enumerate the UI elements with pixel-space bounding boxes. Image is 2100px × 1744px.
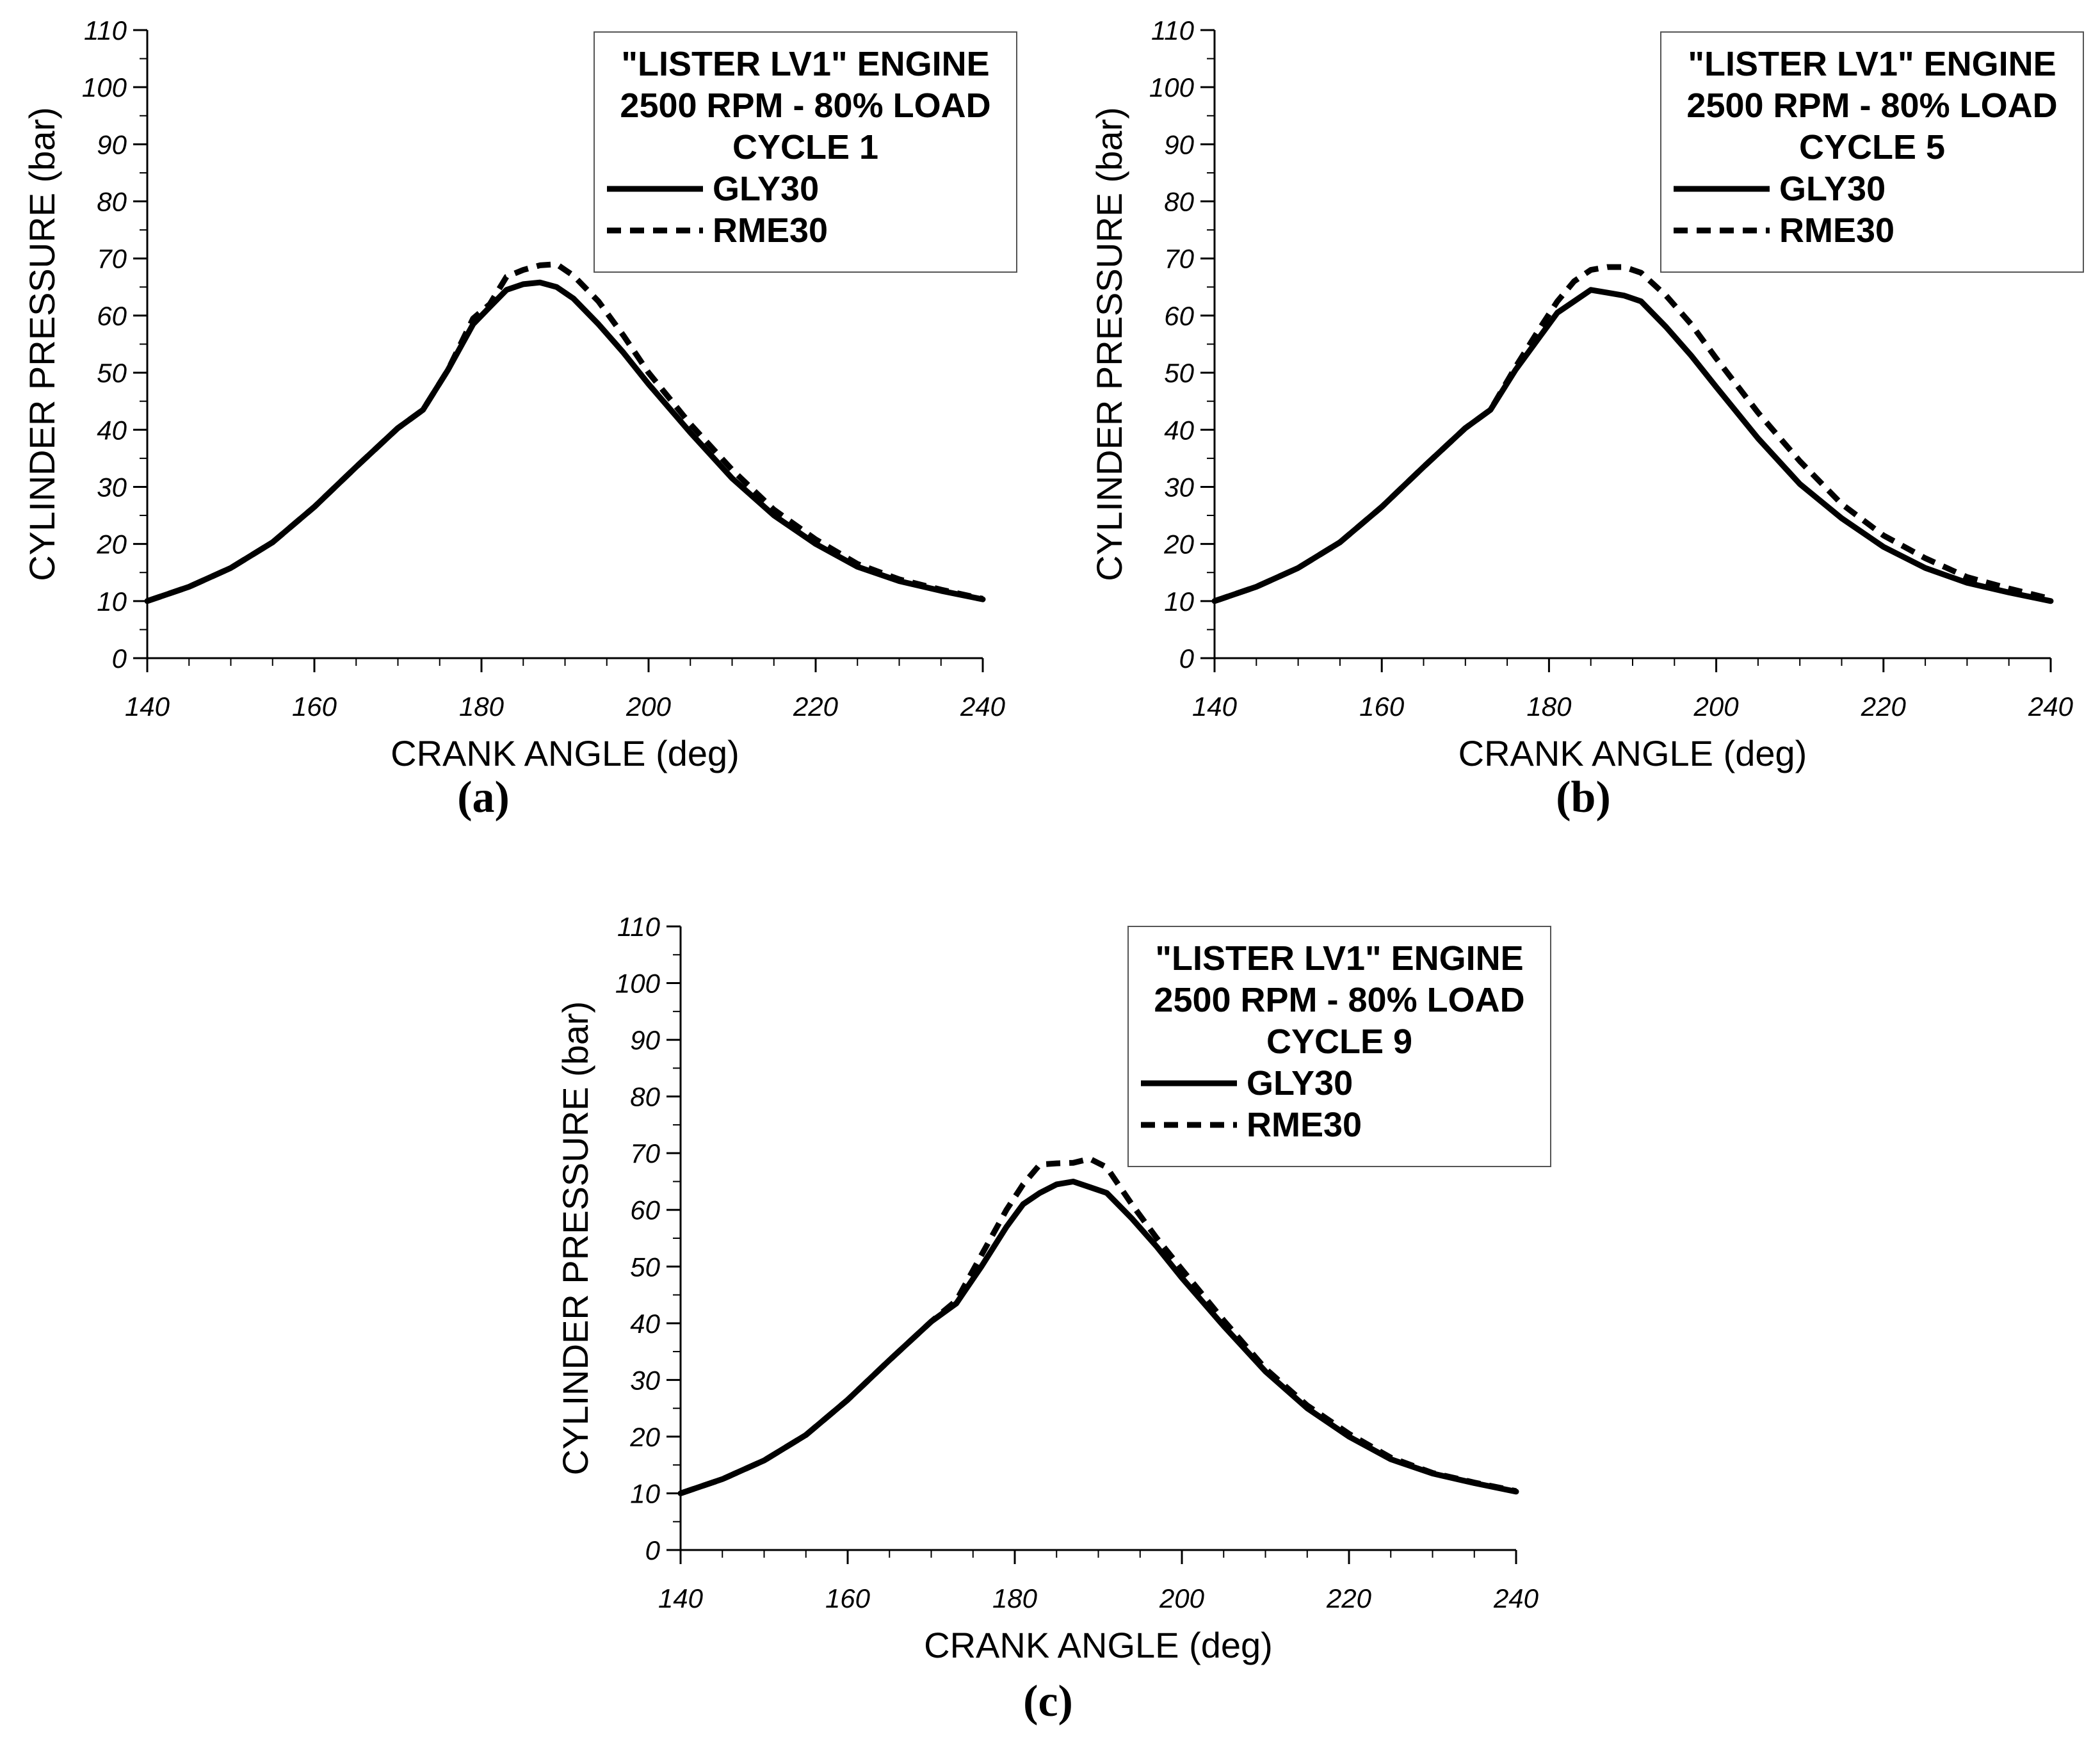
x-axis-title: CRANK ANGLE (deg) bbox=[391, 733, 739, 773]
y-tick-label: 20 bbox=[96, 529, 127, 560]
y-tick-label: 10 bbox=[97, 586, 127, 617]
x-axis-title: CRANK ANGLE (deg) bbox=[924, 1625, 1273, 1665]
legend-label-gly30: GLY30 bbox=[713, 170, 819, 208]
x-axis-title: CRANK ANGLE (deg) bbox=[1458, 733, 1807, 773]
legend-label-gly30: GLY30 bbox=[1247, 1064, 1353, 1102]
y-axis-title: CYLINDER PRESSURE (bar) bbox=[1089, 107, 1129, 581]
y-tick-label: 80 bbox=[1164, 187, 1194, 217]
y-tick-label: 110 bbox=[1151, 15, 1195, 45]
x-tick-label: 240 bbox=[2028, 691, 2074, 722]
y-tick-label: 60 bbox=[630, 1195, 660, 1225]
y-tick-label: 40 bbox=[1164, 415, 1194, 445]
y-tick-label: 0 bbox=[1179, 643, 1195, 674]
legend-title-line: 2500 RPM - 80% LOAD bbox=[620, 86, 990, 125]
x-tick-label: 160 bbox=[292, 691, 337, 722]
panel-label: (c) bbox=[1023, 1677, 1073, 1726]
x-tick-label: 240 bbox=[1493, 1583, 1539, 1613]
x-tick-label: 220 bbox=[1326, 1583, 1372, 1613]
y-tick-label: 30 bbox=[630, 1365, 660, 1395]
chart-panel-2: 0 10 20 30 40 50 60 70 80 90 100 110 140 160 180 200 220… bbox=[1089, 15, 2084, 822]
x-tick-label: 160 bbox=[1359, 691, 1405, 722]
y-tick-label: 0 bbox=[645, 1535, 661, 1565]
x-tick-label: 180 bbox=[459, 691, 505, 722]
chart-panel-1: 0 10 20 30 40 50 60 70 80 90 100 110 140 160 180 200 220… bbox=[22, 15, 1017, 822]
legend-title-line: "LISTER LV1" ENGINE bbox=[1155, 939, 1523, 978]
panel-label: (a) bbox=[457, 773, 510, 822]
x-tick-label: 180 bbox=[992, 1583, 1038, 1613]
y-tick-label: 70 bbox=[97, 244, 127, 274]
x-tick-label: 180 bbox=[1526, 691, 1572, 722]
x-tick-label: 140 bbox=[125, 691, 170, 722]
y-tick-label: 50 bbox=[630, 1252, 660, 1282]
x-tick-label: 140 bbox=[1192, 691, 1238, 722]
legend-label-gly30: GLY30 bbox=[1779, 170, 1886, 208]
x-tick-label: 160 bbox=[825, 1583, 871, 1613]
y-tick-label: 70 bbox=[1164, 244, 1194, 274]
legend-title-line: 2500 RPM - 80% LOAD bbox=[1154, 981, 1524, 1019]
y-tick-label: 110 bbox=[84, 15, 127, 45]
legend-title-line: 2500 RPM - 80% LOAD bbox=[1686, 86, 2057, 125]
legend-title-line: "LISTER LV1" ENGINE bbox=[1688, 45, 2056, 83]
y-tick-label: 100 bbox=[82, 72, 127, 102]
x-tick-label: 140 bbox=[658, 1583, 704, 1613]
y-tick-label: 0 bbox=[112, 643, 127, 674]
y-tick-label: 60 bbox=[97, 301, 127, 331]
y-tick-label: 110 bbox=[617, 912, 661, 942]
y-tick-label: 80 bbox=[630, 1082, 660, 1112]
y-tick-label: 40 bbox=[630, 1309, 660, 1339]
y-tick-label: 10 bbox=[1164, 586, 1194, 617]
y-tick-label: 100 bbox=[615, 969, 661, 999]
legend-title-line: CYCLE 1 bbox=[732, 128, 878, 166]
y-tick-label: 70 bbox=[630, 1138, 660, 1168]
x-tick-label: 200 bbox=[1159, 1583, 1205, 1613]
x-tick-label: 240 bbox=[960, 691, 1006, 722]
y-tick-label: 30 bbox=[1164, 472, 1194, 502]
legend-title-line: "LISTER LV1" ENGINE bbox=[621, 45, 989, 83]
x-tick-label: 200 bbox=[1693, 691, 1740, 722]
y-tick-label: 90 bbox=[97, 129, 127, 159]
legend-title-line: CYCLE 9 bbox=[1266, 1022, 1412, 1061]
y-tick-label: 90 bbox=[1164, 129, 1194, 159]
legend-title-line: CYCLE 5 bbox=[1799, 128, 1945, 166]
legend-label-rme30: RME30 bbox=[1247, 1106, 1362, 1144]
y-tick-label: 50 bbox=[1164, 358, 1194, 388]
y-tick-label: 30 bbox=[97, 472, 127, 502]
y-tick-label: 10 bbox=[630, 1478, 660, 1508]
panel-label: (b) bbox=[1556, 773, 1611, 822]
y-tick-label: 20 bbox=[629, 1422, 660, 1452]
legend-label-rme30: RME30 bbox=[1779, 211, 1894, 250]
y-axis-title: CYLINDER PRESSURE (bar) bbox=[555, 1001, 595, 1476]
y-tick-label: 50 bbox=[97, 358, 127, 388]
x-tick-label: 220 bbox=[1861, 691, 1907, 722]
y-tick-label: 20 bbox=[1163, 529, 1194, 560]
y-tick-label: 90 bbox=[630, 1025, 660, 1055]
x-tick-label: 220 bbox=[793, 691, 839, 722]
y-tick-label: 40 bbox=[97, 415, 127, 445]
y-tick-label: 100 bbox=[1149, 72, 1195, 102]
x-tick-label: 200 bbox=[626, 691, 672, 722]
y-axis-title: CYLINDER PRESSURE (bar) bbox=[22, 107, 62, 581]
legend-label-rme30: RME30 bbox=[713, 211, 828, 250]
y-tick-label: 80 bbox=[97, 187, 127, 217]
chart-panel-3: 0 10 20 30 40 50 60 70 80 90 100 110 140 160 180 200 220… bbox=[555, 912, 1551, 1726]
y-tick-label: 60 bbox=[1164, 301, 1194, 331]
